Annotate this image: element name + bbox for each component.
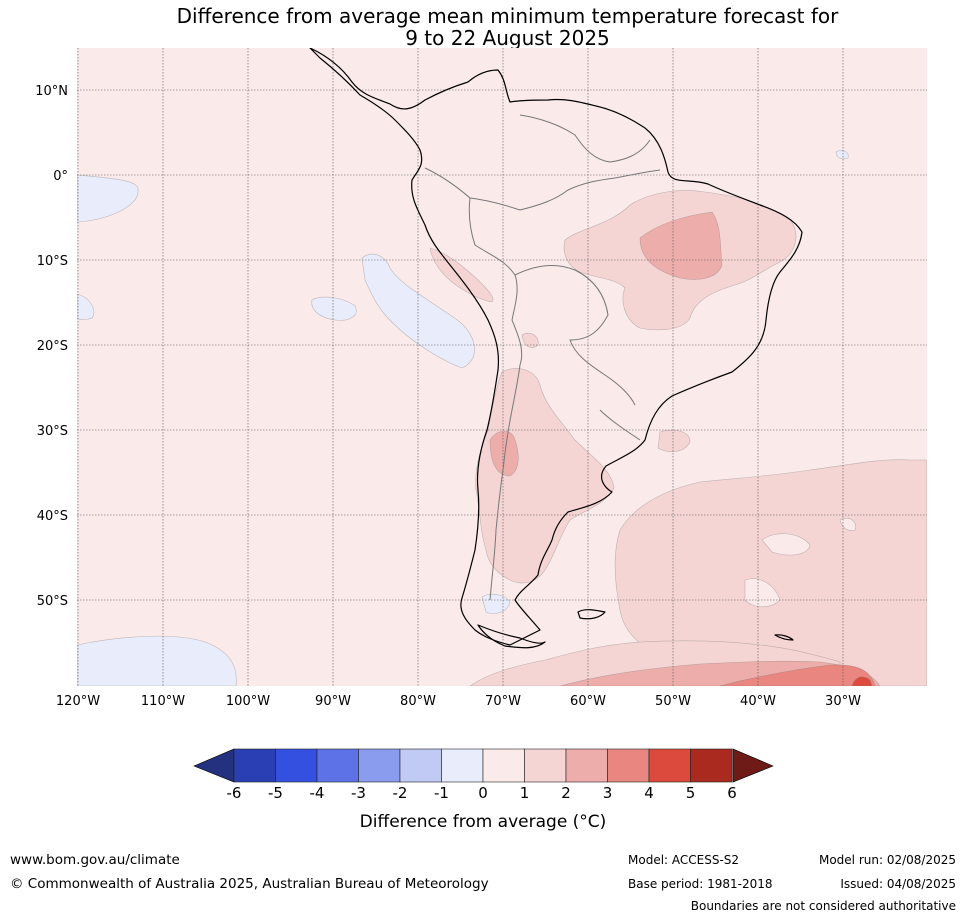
- anomaly-3-to-4-regions: [719, 664, 876, 686]
- colorbar-extend-low-arrow: [193, 748, 235, 783]
- lat-label-20s: 20°S: [37, 339, 68, 354]
- colorbar-cell: [233, 748, 276, 783]
- colorbar-cell: [441, 748, 484, 783]
- website-link[interactable]: www.bom.gov.au/climate: [10, 852, 180, 868]
- hot-band-southern-ocean: [719, 664, 876, 686]
- base-period: Base period: 1981-2018: [628, 877, 773, 891]
- border-guianas: [519, 114, 651, 163]
- colorbar-cell: [482, 748, 525, 783]
- anomaly-4-to-5-regions: [851, 676, 873, 686]
- lat-label-0: 0°: [53, 169, 68, 184]
- colorbar-tick: 1: [520, 784, 530, 802]
- warm-core-brazil: [639, 211, 723, 280]
- colorbar-cells: [233, 748, 733, 783]
- warm-patch-peru-coast: [429, 247, 494, 303]
- lat-label-10s: 10°S: [37, 254, 68, 269]
- coastline-tierra-del-fuego: [477, 624, 546, 649]
- cool-patch-92w: [311, 296, 357, 321]
- lon-label-40w: 40°W: [740, 694, 776, 709]
- coastline-falklands: [577, 609, 606, 620]
- colorbar-tick: 3: [603, 784, 613, 802]
- colorbar-extend-high-arrow: [732, 748, 774, 783]
- warm-patch-argentina: [475, 368, 615, 584]
- anomaly-minus-1-to-0-regions: [77, 150, 849, 686]
- colorbar-tick: 5: [686, 784, 696, 802]
- colorbar-tick: -1: [434, 784, 449, 802]
- colorbar-cell: [316, 748, 359, 783]
- colorbar-tick: -5: [268, 784, 283, 802]
- border-uruguay: [599, 409, 641, 441]
- lon-label-80w: 80°W: [400, 694, 436, 709]
- colorbar-ticks: -6 -5 -4 -3 -2 -1 0 1 2 3 4 5 6: [227, 784, 737, 802]
- copyright-text: © Commonwealth of Australia 2025, Austra…: [10, 876, 489, 892]
- mild-pocket-atlantic-45s: [761, 533, 811, 556]
- lon-label-50w: 50°W: [655, 694, 691, 709]
- colorbar-cell: [565, 748, 608, 783]
- colorbar-tick: -6: [227, 784, 242, 802]
- colorbar-tick: -2: [393, 784, 408, 802]
- colorbar-tick: -4: [310, 784, 325, 802]
- colorbar-tick: -3: [351, 784, 366, 802]
- country-borders: [424, 114, 661, 601]
- colorbar-tick: 0: [478, 784, 488, 802]
- map-area: [77, 48, 927, 686]
- issued-date: Issued: 04/08/2025: [840, 877, 956, 891]
- cool-patch-offshore-peru: [361, 253, 475, 369]
- lon-label-120w: 120°W: [56, 694, 100, 709]
- warm-patch-altiplano: [521, 332, 539, 348]
- coastline-south-georgia: [774, 634, 794, 641]
- lon-label-110w: 110°W: [141, 694, 185, 709]
- lat-label-40s: 40°S: [37, 509, 68, 524]
- longitude-labels: 120°W 110°W 100°W 90°W 80°W 70°W 60°W 50…: [56, 694, 861, 709]
- latitude-labels: 10°N 0° 10°S 20°S 30°S 40°S 50°S: [35, 84, 68, 609]
- colorbar-cell: [399, 748, 442, 783]
- colorbar-cell: [607, 748, 650, 783]
- coastlines: [309, 48, 803, 649]
- colorbar: -6 -5 -4 -3 -2 -1 0 1 2 3 4 5 6 Differen…: [193, 748, 774, 832]
- cool-patch-southwest: [77, 635, 237, 686]
- border-northern: [424, 167, 661, 211]
- lon-label-30w: 30°W: [825, 694, 861, 709]
- graticule: [77, 48, 927, 686]
- colorbar-cell: [275, 748, 318, 783]
- colorbar-cell: [358, 748, 401, 783]
- colorbar-cell: [524, 748, 567, 783]
- model-name: Model: ACCESS-S2: [628, 853, 740, 867]
- colorbar-tick: 4: [644, 784, 654, 802]
- warm-core-cuyo: [489, 430, 519, 477]
- lat-label-30s: 30°S: [37, 424, 68, 439]
- lat-label-10n: 10°N: [35, 84, 68, 99]
- boundaries-disclaimer: Boundaries are not considered authoritat…: [690, 899, 956, 913]
- cool-patch-atlantic: [835, 150, 849, 160]
- border-andes-east: [468, 197, 523, 601]
- lon-label-70w: 70°W: [485, 694, 521, 709]
- lat-label-50s: 50°S: [37, 594, 68, 609]
- coastline-south-america: [309, 48, 803, 646]
- lon-label-60w: 60°W: [570, 694, 606, 709]
- lon-label-90w: 90°W: [315, 694, 351, 709]
- border-bolivia-paraguay: [514, 265, 636, 406]
- cool-patch-west-15s: [77, 293, 95, 320]
- anomaly-1-to-2-regions: [429, 190, 927, 686]
- hot-core-southern-ocean: [851, 676, 873, 686]
- model-run-date: Model run: 02/08/2025: [818, 853, 956, 867]
- lon-label-100w: 100°W: [226, 694, 270, 709]
- map-title-line-1: Difference from average mean minimum tem…: [176, 4, 839, 28]
- colorbar-tick: 6: [727, 784, 737, 802]
- cool-patch-west-equator: [77, 174, 139, 223]
- colorbar-label: Difference from average (°C): [360, 812, 607, 832]
- colorbar-tick: 2: [561, 784, 571, 802]
- cool-patch-patagonia: [481, 593, 511, 614]
- map-title-line-2: 9 to 22 August 2025: [405, 26, 610, 50]
- colorbar-cell: [648, 748, 691, 783]
- colorbar-cell: [690, 748, 733, 783]
- warm-patch-south-atlantic: [614, 459, 927, 686]
